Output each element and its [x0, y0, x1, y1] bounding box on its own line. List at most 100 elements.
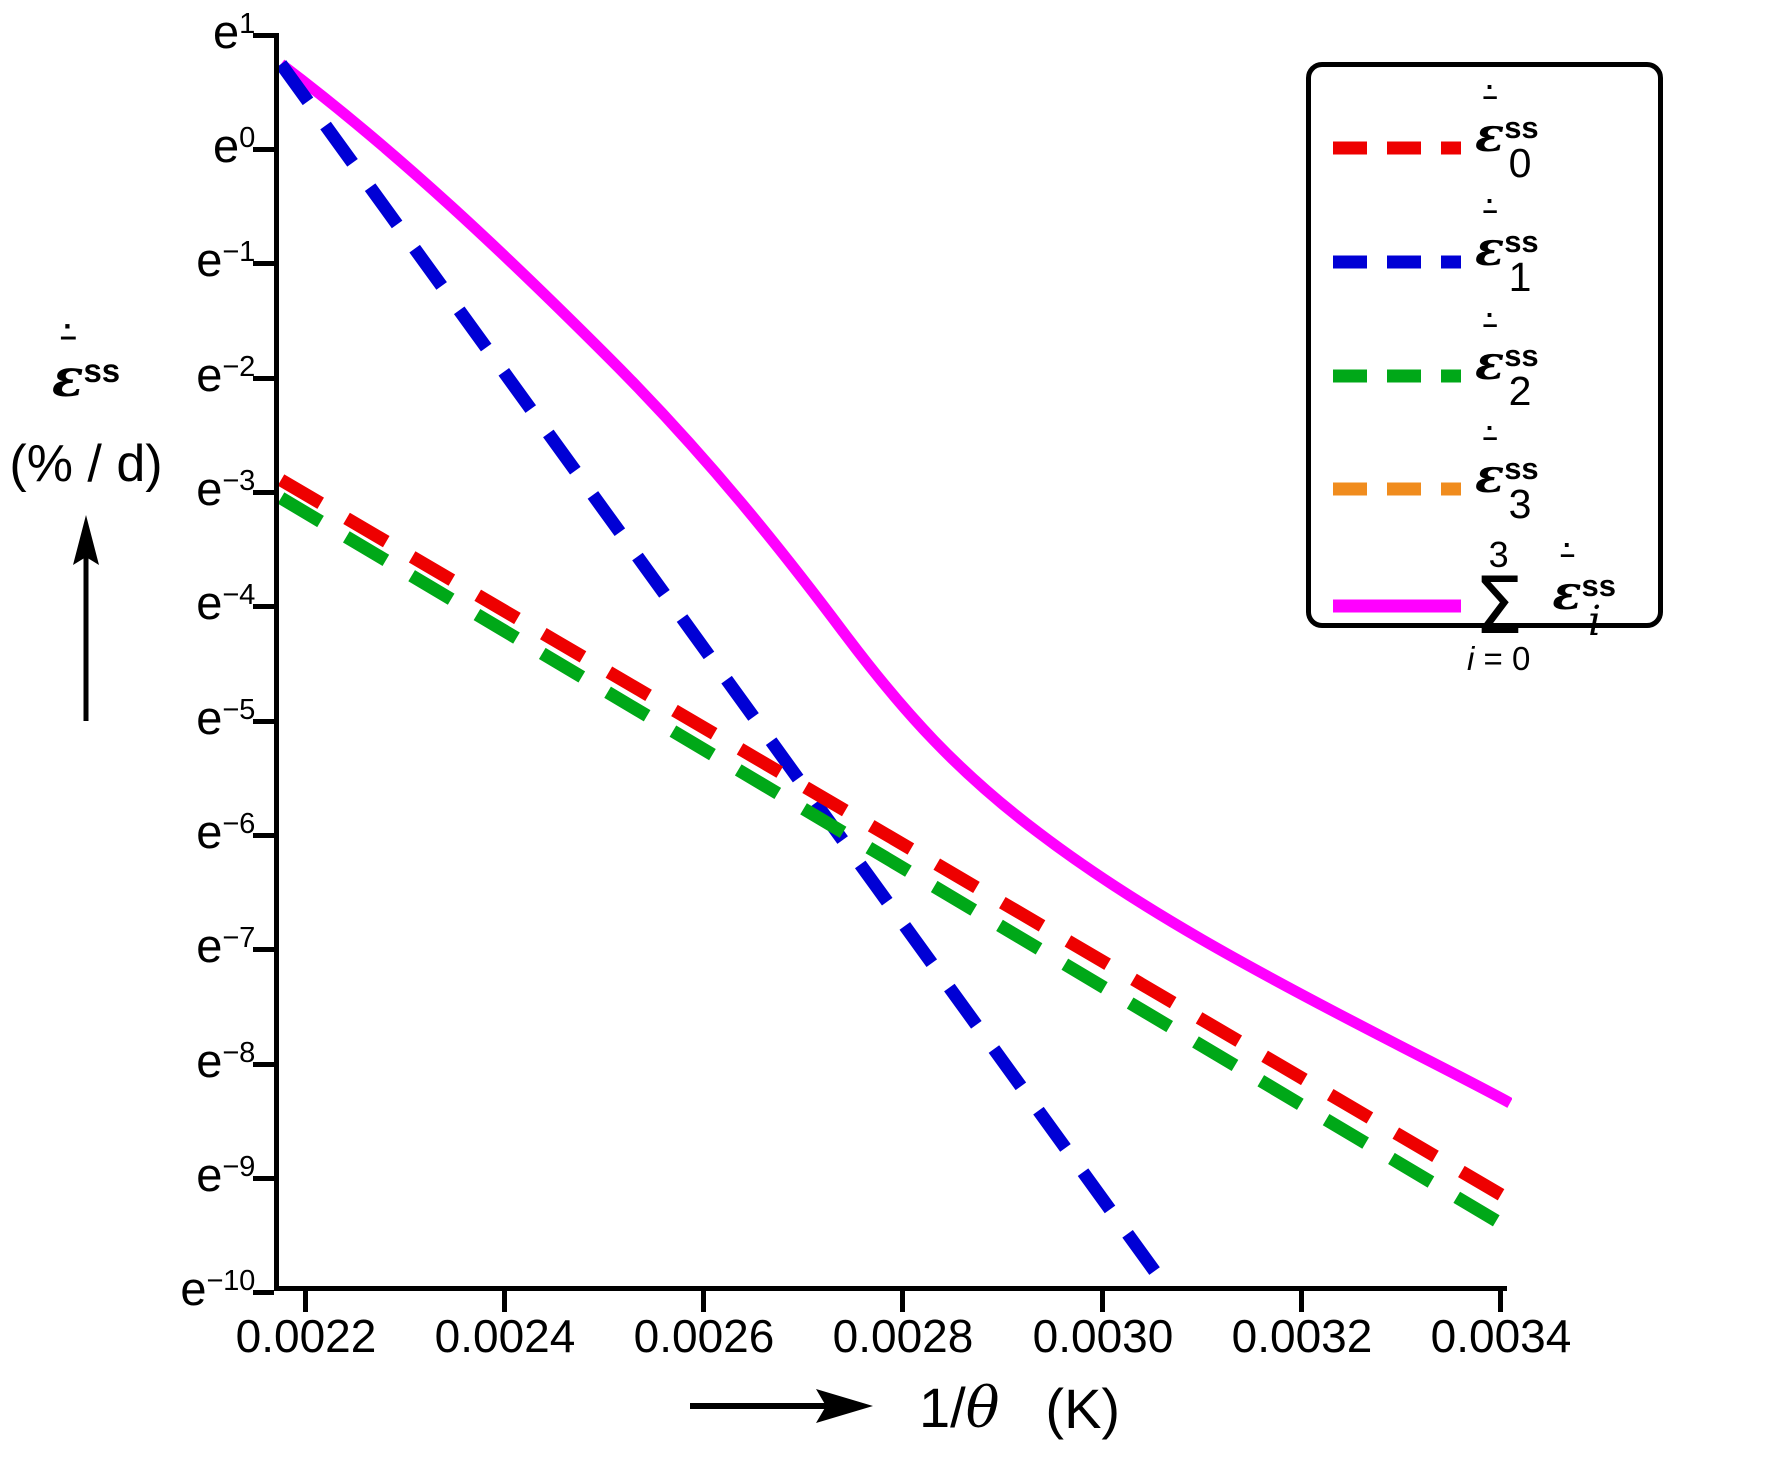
- y-tick-label: e−6: [196, 805, 255, 858]
- epsilon-glyph: ε: [1475, 335, 1505, 391]
- y-tick-label: e−3: [196, 462, 255, 515]
- chart-legend: · – ε ss0 · – ε ss1: [1306, 62, 1663, 675]
- legend-swatch-red: [1333, 128, 1461, 168]
- y-tick-mark: [253, 1176, 274, 1181]
- y-tick-exponent: −2: [222, 350, 255, 383]
- y-tick-label: e−10: [180, 1262, 255, 1315]
- legend-item-sum[interactable]: 3 Σ i = 0 · – ε ssi: [1311, 532, 1658, 675]
- y-tick-label: e−2: [196, 348, 255, 401]
- legend-label-eps0: · – ε ss0: [1475, 74, 1539, 186]
- epsilon-dot-accent: · –: [1482, 72, 1498, 111]
- y-axis-superscript: ss: [83, 352, 121, 389]
- y-tick-exponent: −9: [222, 1150, 255, 1183]
- legend-subscript: 2: [1508, 368, 1532, 414]
- y-tick-label: e−7: [196, 919, 255, 972]
- x-tick-mark: [502, 1291, 507, 1312]
- y-tick-exponent: −7: [222, 921, 255, 954]
- x-tick-label: 0.0030: [1032, 1310, 1174, 1362]
- x-tick-mark: [701, 1291, 706, 1312]
- epsilon-dot-accent: · –: [1482, 300, 1498, 339]
- y-axis-arrow: [0, 513, 172, 723]
- legend-item-eps2[interactable]: · – ε ss2: [1311, 302, 1658, 414]
- sum-term-superscript: ss: [1581, 568, 1616, 604]
- y-tick-label: e−9: [196, 1148, 255, 1201]
- epsilon-glyph: ε: [1475, 448, 1505, 504]
- legend-subscript: 1: [1508, 254, 1532, 300]
- x-tick-label: 0.0032: [1231, 1310, 1373, 1362]
- y-tick-label: e−5: [196, 691, 255, 744]
- x-axis-arrow: [690, 1381, 875, 1436]
- epsilon-dot-accent: · –: [59, 310, 77, 353]
- plot-area: [274, 33, 1512, 1291]
- y-tick-mark: [253, 719, 274, 724]
- y-tick-label: e−8: [196, 1034, 255, 1087]
- y-tick-exponent: −1: [222, 235, 255, 268]
- legend-subscript: 0: [1508, 140, 1532, 186]
- x-tick-mark: [1100, 1291, 1105, 1312]
- legend-subscript: 3: [1508, 481, 1532, 527]
- legend-superscript: ss: [1504, 110, 1539, 145]
- x-tick-label: 0.0024: [434, 1310, 576, 1362]
- y-tick-mark: [253, 1290, 274, 1295]
- y-tick-mark: [253, 376, 274, 381]
- legend-item-eps1[interactable]: · – ε ss1: [1311, 188, 1658, 300]
- sum-term-subscript: i: [1587, 597, 1602, 646]
- y-tick-exponent: 1: [239, 7, 255, 40]
- x-axis-units: (K): [1045, 1376, 1121, 1440]
- x-tick-label: 0.0026: [633, 1310, 775, 1362]
- y-tick-label: e0: [212, 119, 255, 172]
- epsilon-glyph: ε: [1552, 565, 1582, 622]
- legend-label-eps3: · – ε ss3: [1475, 415, 1539, 527]
- y-tick-exponent: −5: [222, 693, 255, 726]
- y-tick-exponent: −3: [222, 464, 255, 497]
- x-axis-title: 1/θ (K): [690, 1380, 1120, 1437]
- y-axis-symbol: · – ε ss: [0, 312, 172, 407]
- legend-label-eps1: · – ε ss1: [1475, 188, 1539, 300]
- y-tick-exponent: 0: [239, 121, 255, 154]
- y-axis-title: · – ε ss (% / d): [0, 312, 172, 723]
- y-tick-exponent: −6: [222, 807, 255, 840]
- y-tick-mark: [253, 947, 274, 952]
- y-tick-mark: [253, 261, 274, 266]
- legend-swatch-green: [1333, 356, 1461, 396]
- x-tick-mark: [900, 1291, 905, 1312]
- y-tick-mark: [253, 604, 274, 609]
- y-tick-label: e−4: [196, 576, 255, 629]
- sum-index-var: i: [1467, 639, 1475, 677]
- x-tick-label: 0.0034: [1430, 1310, 1572, 1362]
- y-tick-mark: [253, 833, 274, 838]
- legend-item-eps0[interactable]: · – ε ss0: [1311, 74, 1658, 186]
- sum-index-eq: = 0: [1474, 639, 1531, 677]
- epsilon-dot-accent: · –: [1482, 186, 1498, 225]
- sigma-icon: Σ: [1474, 562, 1524, 652]
- y-tick-mark: [253, 1062, 274, 1067]
- y-tick-label: e1: [212, 5, 255, 58]
- y-tick-label: e−1: [196, 233, 255, 286]
- summation-symbol: 3 Σ i = 0: [1467, 537, 1530, 675]
- legend-item-eps3[interactable]: · – ε ss3: [1311, 415, 1658, 527]
- sum-upper-limit: 3: [1488, 534, 1509, 575]
- y-tick-exponent: −10: [206, 1264, 255, 1297]
- legend-superscript: ss: [1504, 338, 1539, 373]
- x-tick-label: 0.0022: [235, 1310, 377, 1362]
- y-axis-units: (% / d): [9, 434, 163, 493]
- y-tick-mark: [253, 33, 274, 38]
- epsilon-glyph: ε: [1475, 221, 1505, 277]
- legend-swatch-orange: [1333, 469, 1461, 509]
- legend-superscript: ss: [1504, 451, 1539, 486]
- series-eps2-line: [279, 492, 1512, 1235]
- sum-term: · – ε ssi: [1552, 532, 1616, 646]
- legend-label-sum: 3 Σ i = 0 · – ε ssi: [1467, 532, 1616, 675]
- series-sum-line: [279, 59, 1512, 1108]
- legend-superscript: ss: [1504, 224, 1539, 259]
- legend-label-eps2: · – ε ss2: [1475, 302, 1539, 414]
- x-tick-mark: [303, 1291, 308, 1312]
- epsilon-glyph: ε: [51, 348, 84, 409]
- series-canvas: [279, 59, 1512, 1291]
- epsilon-dot-accent: · –: [1559, 530, 1576, 570]
- y-tick-mark: [253, 147, 274, 152]
- y-tick-mark: [253, 490, 274, 495]
- x-axis-variable: 1/θ: [919, 1376, 1000, 1441]
- series-eps1-line: [279, 60, 1175, 1291]
